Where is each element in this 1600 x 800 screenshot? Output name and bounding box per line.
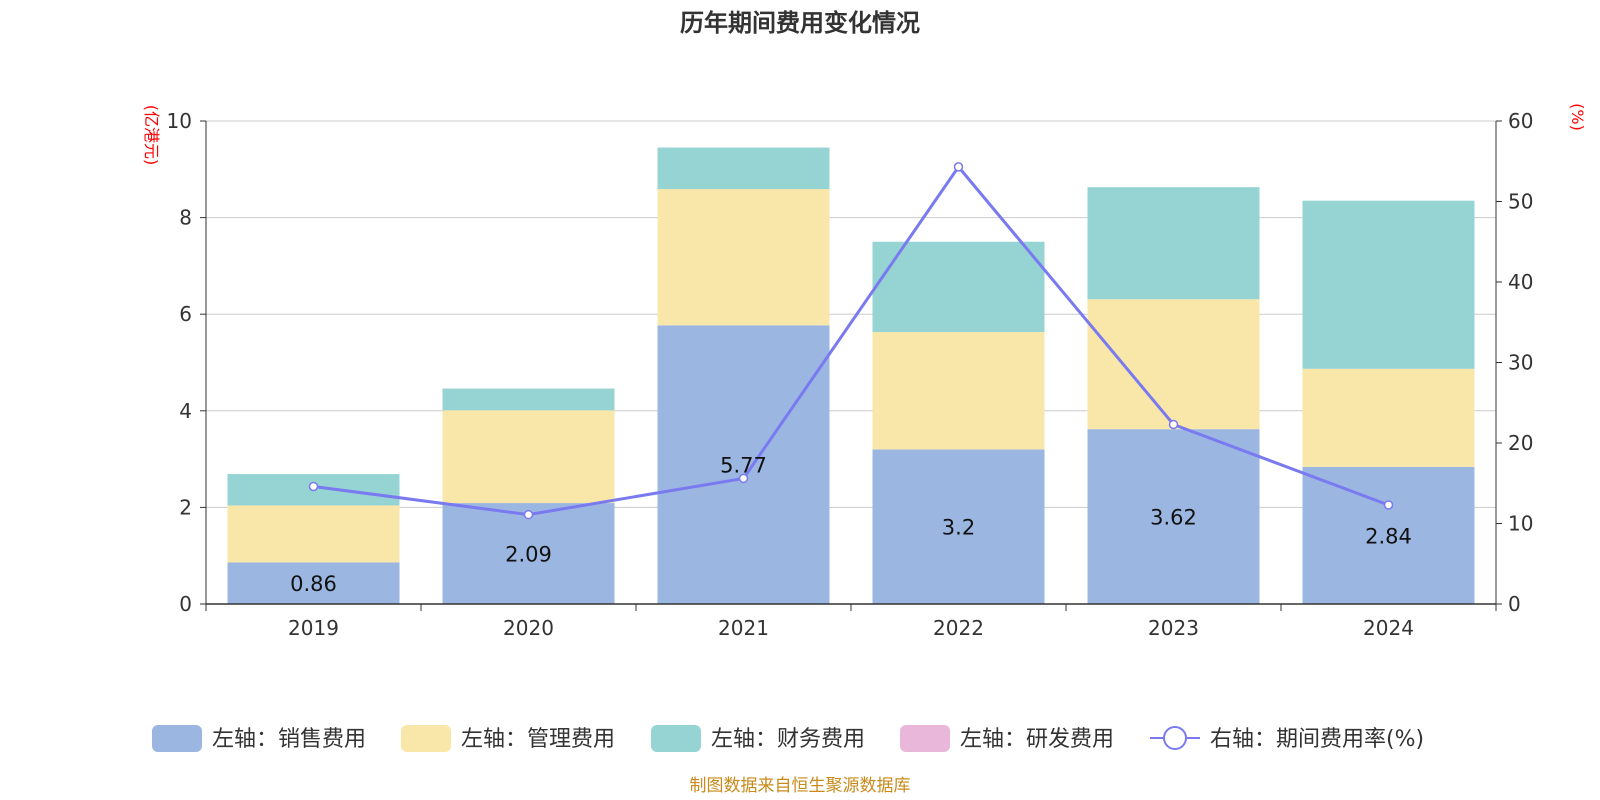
x-tick-label: 2022 (933, 616, 984, 640)
rate-point (1168, 419, 1179, 430)
rate-line (308, 162, 1394, 520)
right-axis-unit: (%) (1568, 103, 1587, 131)
legend-swatch (401, 725, 451, 752)
bar-data-label: 2.84 (1365, 524, 1412, 548)
x-tick-label: 2024 (1363, 616, 1414, 640)
bar-segment (442, 388, 615, 411)
left-tick-label: 0 (179, 592, 192, 616)
left-axis-unit: (亿港元) (142, 105, 161, 166)
bar-segment (227, 562, 400, 604)
bar-segment (872, 241, 1045, 333)
right-tick-label: 50 (1508, 190, 1533, 214)
bar-segment (872, 332, 1045, 450)
legend-label: 左轴：销售费用 (212, 727, 366, 752)
rate-line-path (313, 164, 1390, 517)
right-tick-label: 60 (1508, 109, 1533, 133)
bar-data-label: 2.09 (505, 543, 552, 567)
legend-label: 右轴：期间费用率(%) (1210, 727, 1424, 752)
legend-label: 左轴：管理费用 (461, 727, 615, 752)
bar-data-label: 3.2 (942, 516, 975, 540)
left-tick-label: 4 (179, 399, 192, 423)
right-tick-label: 20 (1508, 431, 1533, 455)
bar-segment (872, 449, 1045, 604)
left-tick-label: 2 (179, 495, 192, 519)
x-tick-label: 2021 (718, 616, 769, 640)
left-tick-label: 8 (179, 206, 192, 230)
data-labels: 0.86 2.09 5.77 3.2 3.62 2.84 (290, 454, 1412, 597)
bar-segment (1087, 299, 1260, 430)
right-tick-label: 10 (1508, 512, 1533, 536)
x-tick-label: 2023 (1148, 616, 1199, 640)
bar-data-label: 5.77 (720, 454, 767, 478)
right-tick-label: 0 (1508, 592, 1521, 616)
right-tick-label: 40 (1508, 270, 1533, 294)
bar-segment (1087, 429, 1260, 604)
bar-segment (1302, 368, 1475, 467)
bar-data-label: 3.62 (1150, 506, 1197, 530)
legend-swatch (152, 725, 202, 752)
left-tick-label: 6 (179, 302, 192, 326)
bar-segment (657, 147, 830, 190)
x-tick-label: 2019 (288, 616, 339, 640)
chart-title: 历年期间费用变化情况 (680, 9, 920, 37)
legend-swatch (900, 725, 950, 752)
bar-segment (227, 505, 400, 563)
legend-label: 左轴：研发费用 (960, 727, 1114, 752)
legend-label: 左轴：财务费用 (711, 727, 865, 752)
rate-point (1383, 500, 1394, 510)
bar-segment (657, 325, 830, 604)
legend-swatch (651, 725, 701, 752)
rate-point (953, 162, 964, 172)
bar-segment (442, 503, 615, 604)
bar-segment (442, 410, 615, 504)
legend-marker (1163, 726, 1187, 750)
source-note: 制图数据来自恒生聚源数据库 (690, 776, 911, 796)
rate-point (523, 509, 534, 520)
left-tick-label: 10 (167, 109, 192, 133)
rate-point (308, 481, 319, 492)
bars (227, 147, 1475, 604)
rate-point (738, 473, 749, 484)
bar-data-label: 0.86 (290, 572, 337, 596)
bar-segment (1302, 466, 1475, 604)
x-tick-label: 2020 (503, 616, 554, 640)
bar-segment (657, 189, 830, 326)
legend: 左轴：销售费用 左轴：管理费用 左轴：财务费用 左轴：研发费用 右轴：期间费用率(%) (152, 725, 1424, 752)
grid (206, 120, 1496, 508)
bar-segment (1087, 187, 1260, 300)
bar-segment (1302, 200, 1475, 369)
axes: 0 2 4 6 8 10 0 10 20 30 40 50 60 2019 2020 2021 2022 2023… (167, 109, 1534, 640)
right-tick-label: 30 (1508, 351, 1533, 375)
